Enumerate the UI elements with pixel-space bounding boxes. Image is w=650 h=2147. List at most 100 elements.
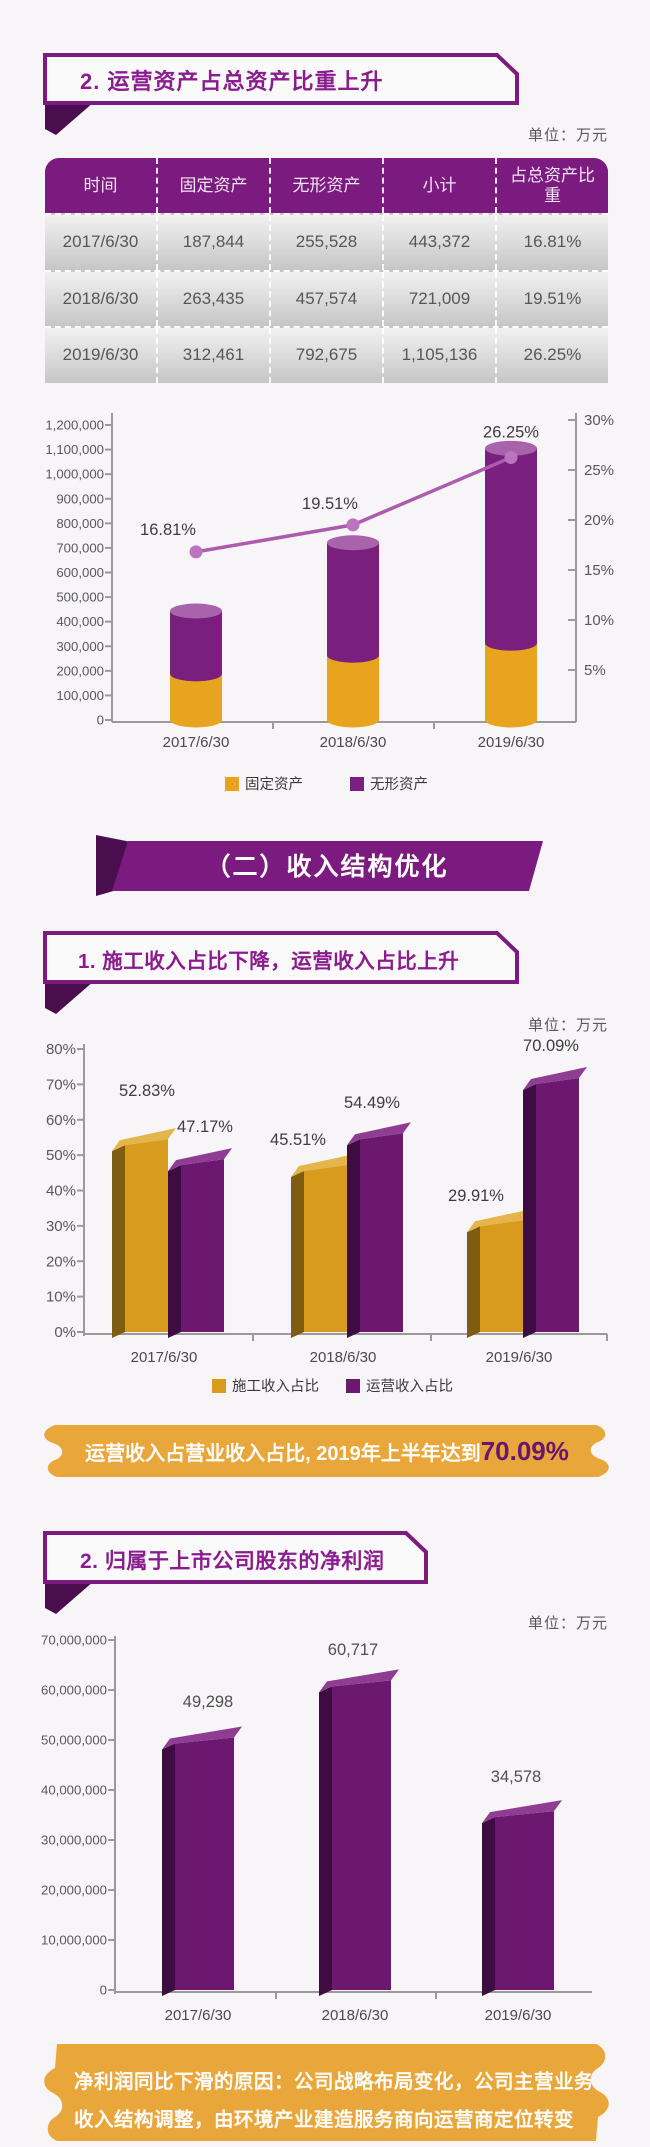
data-label: 45.51% [270, 1131, 326, 1149]
bar-front-face [332, 1680, 391, 1990]
data-label: 16.81% [140, 521, 196, 539]
table-cell: 457,574 [271, 271, 384, 327]
svg-text:30%: 30% [46, 1218, 76, 1235]
svg-text:40,000,000: 40,000,000 [41, 1783, 107, 1798]
svg-text:0%: 0% [54, 1324, 76, 1341]
bar-side-face [319, 1686, 332, 1996]
svg-text:500,000: 500,000 [56, 590, 104, 605]
profit-bars [162, 1669, 562, 1996]
svg-text:1,200,000: 1,200,000 [45, 418, 104, 433]
category-label: 2018/6/30 [322, 2007, 389, 2024]
bar-side-face [162, 1743, 175, 1996]
category-label: 2019/6/30 [478, 734, 545, 751]
data-label: 70.09% [523, 1038, 579, 1055]
bar-segment-intangible-assets [170, 611, 222, 682]
table-row: 2017/6/30 187,844 255,528 443,372 16.81% [45, 213, 608, 270]
bar-top-face [162, 1726, 242, 1750]
table-cell: 2017/6/30 [45, 215, 158, 270]
table-cell: 792,675 [271, 328, 384, 383]
svg-text:10%: 10% [584, 612, 614, 629]
callout-ribbon [44, 1425, 609, 1477]
unit-label-1: 单位：万元 [527, 127, 608, 144]
bar-front-face [304, 1165, 347, 1332]
svg-text:40%: 40% [46, 1183, 76, 1200]
bar-segment-fixed-assets [170, 673, 222, 728]
svg-text:50,000,000: 50,000,000 [41, 1733, 107, 1748]
stacked-bars [170, 440, 537, 728]
svg-text:60%: 60% [46, 1112, 76, 1129]
legend-label: 固定资产 [245, 776, 303, 793]
section1-banner: 2. 运营资产占总资产比重上升 [43, 53, 519, 135]
cylinder-top [327, 535, 379, 551]
bar-side-face [467, 1226, 480, 1338]
banner-fold-icon [45, 981, 94, 1014]
svg-text:30,000,000: 30,000,000 [41, 1833, 107, 1848]
table-cell: 263,435 [158, 271, 271, 327]
bar-top-face [467, 1209, 531, 1233]
banner-fold-icon [45, 1581, 94, 1614]
bar-side-face [291, 1171, 304, 1338]
bar-segment-fixed-assets [327, 655, 379, 728]
svg-text:200,000: 200,000 [56, 663, 104, 678]
bar-segment-fixed-assets [485, 643, 537, 728]
bar-front-face [125, 1139, 168, 1332]
bar-top-face [112, 1128, 176, 1152]
legend-swatch [212, 1379, 226, 1393]
svg-text:1,000,000: 1,000,000 [45, 467, 104, 482]
cylinder-top [485, 440, 537, 456]
clustered-bars [112, 1067, 587, 1338]
data-label: 19.51% [302, 495, 358, 513]
banner-box [43, 931, 519, 984]
category-label: 2017/6/30 [131, 1349, 198, 1366]
asset-table-header: 时间 固定资产 无形资产 小计 占总资产比重 [45, 158, 608, 213]
svg-text:10%: 10% [46, 1289, 76, 1306]
table-header-cell: 无形资产 [271, 158, 384, 213]
section3-banner: 2. 归属于上市公司股东的净利润 [43, 1531, 428, 1614]
svg-text:0: 0 [97, 713, 104, 728]
net-profit-chart: 0 10,000,000 20,000,000 30,000,000 40,000,00… [41, 1633, 592, 2024]
svg-text:900,000: 900,000 [56, 491, 104, 506]
table-row: 2019/6/30 312,461 792,675 1,105,136 26.25% [45, 326, 608, 383]
category-label: 2019/6/30 [485, 2007, 552, 2024]
banner-box [43, 1531, 428, 1584]
svg-text:400,000: 400,000 [56, 614, 104, 629]
category-label: 2017/6/30 [165, 2007, 232, 2024]
bar-front-face [536, 1078, 579, 1332]
svg-text:15%: 15% [584, 562, 614, 579]
line-marker [504, 451, 518, 464]
data-label: 34,578 [491, 1768, 541, 1786]
table-cell: 2019/6/30 [45, 328, 158, 383]
table-cell: 16.81% [523, 232, 582, 252]
section-ribbon: （二）收入结构优化 [96, 835, 543, 896]
data-label: 47.17% [177, 1118, 233, 1136]
svg-text:100,000: 100,000 [56, 688, 104, 703]
svg-text:10,000,000: 10,000,000 [41, 1933, 107, 1948]
table-cell: 721,009 [384, 271, 497, 327]
svg-text:0: 0 [100, 1983, 107, 1998]
table-cell: 443,372 [384, 215, 497, 270]
table-header-cell: 小计 [384, 158, 497, 213]
data-label: 54.49% [344, 1094, 400, 1112]
svg-text:300,000: 300,000 [56, 639, 104, 654]
legend-label: 施工收入占比 [232, 1378, 319, 1395]
ribbon-title: （二）收入结构优化 [205, 852, 448, 881]
callout2-line2: 收入结构调整，由环境产业建造服务商向运营商定位转变 [74, 2108, 574, 2131]
svg-text:60,000,000: 60,000,000 [41, 1683, 107, 1698]
bar-side-face [112, 1145, 125, 1338]
table-cell: 2018/6/30 [45, 271, 158, 327]
legend-swatch [346, 1379, 360, 1393]
banner-box [43, 53, 519, 105]
category-label: 2019/6/30 [486, 1349, 553, 1366]
table-header-cell: 时间 [45, 158, 158, 213]
table-cell: 312,461 [158, 328, 271, 383]
data-label: 49,298 [183, 1693, 233, 1711]
svg-text:5%: 5% [584, 662, 606, 679]
bar-top-face [347, 1122, 411, 1146]
section2-title: 1. 施工收入占比下降，运营收入占比上升 [78, 949, 459, 973]
data-label: 60,717 [328, 1641, 378, 1659]
svg-text:700,000: 700,000 [56, 540, 104, 555]
bar-top-face [319, 1669, 399, 1693]
banner-fold-icon [45, 102, 94, 135]
revenue-share-chart: 0% 10% 20% 30% 40% 50% 60% 70% 80% 2017/6/30 2018/… [46, 1038, 608, 1395]
ribbon-body [112, 841, 543, 891]
